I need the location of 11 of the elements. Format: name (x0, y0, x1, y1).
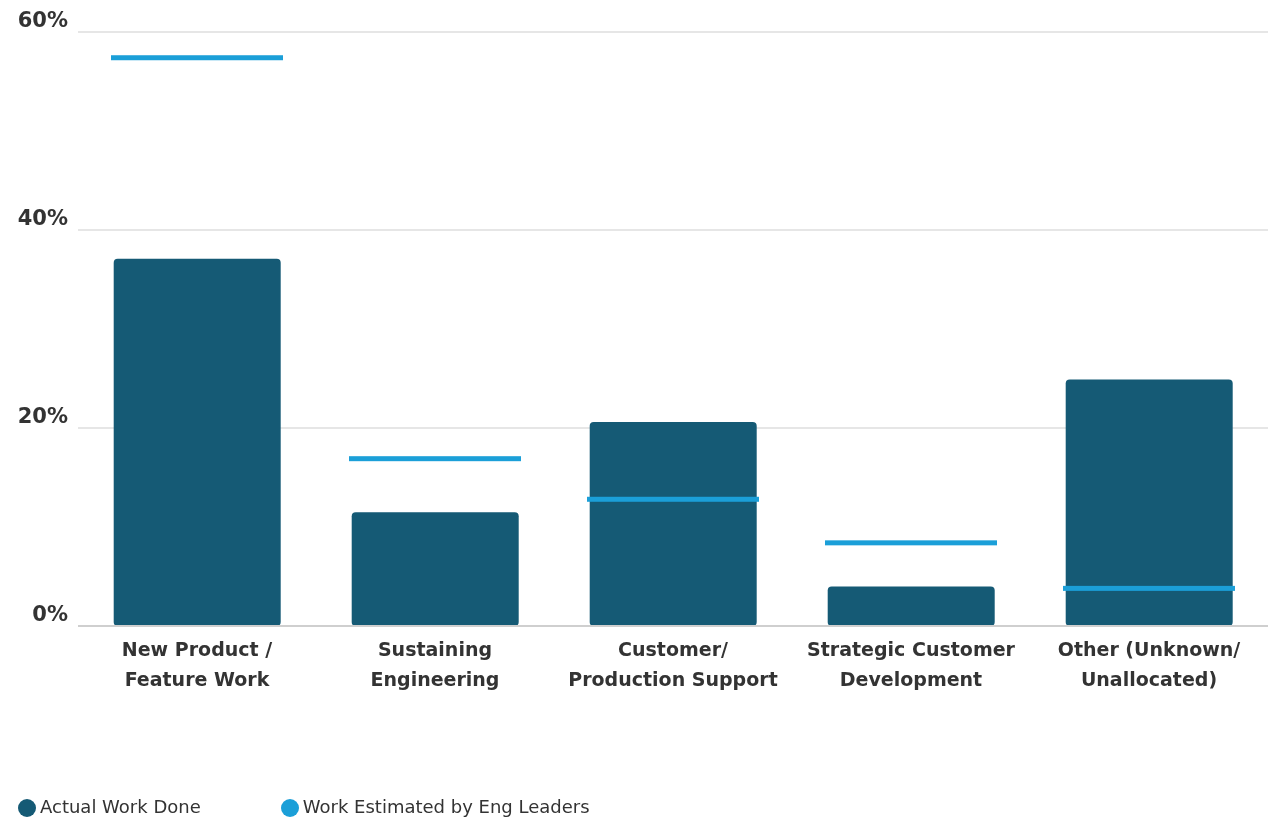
legend-label: Work Estimated by Eng Leaders (302, 796, 590, 817)
x-tick-label: Other (Unknown/ Unallocated) (1057, 638, 1241, 690)
legend-label: Actual Work Done (40, 796, 201, 817)
x-tick-label: Sustaining Engineering (370, 638, 500, 690)
y-tick-label: 0% (32, 602, 68, 627)
x-tick-label: Strategic Customer Development (807, 638, 1016, 690)
x-tick-label: New Product / Feature Work (121, 638, 273, 690)
x-tick-label: Customer/ Production Support (568, 638, 778, 690)
y-tick-label: 20% (17, 404, 68, 429)
y-tick-label: 40% (17, 206, 68, 231)
y-tick-label: 60% (17, 8, 68, 33)
